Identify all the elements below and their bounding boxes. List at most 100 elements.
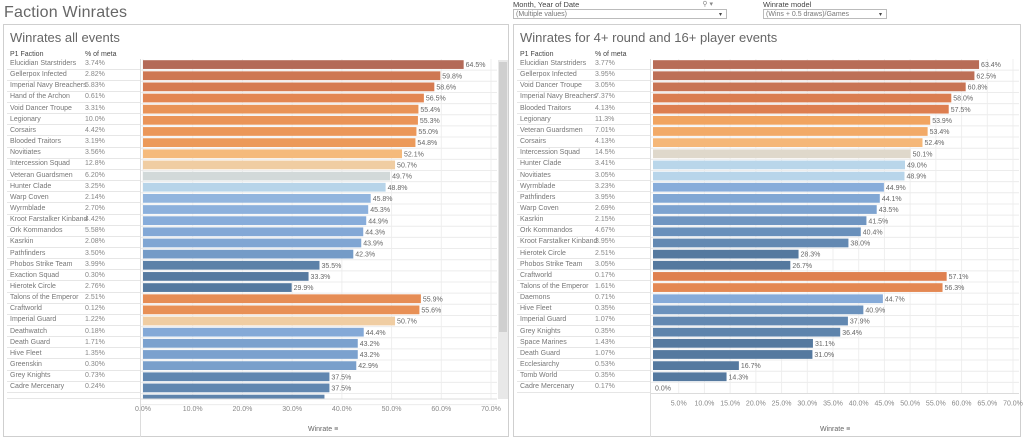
left-row-header[interactable] — [7, 394, 140, 399]
right-bar[interactable] — [653, 138, 923, 147]
right-row-header[interactable]: Intercession Squad 14.5% — [517, 148, 650, 159]
right-bar[interactable] — [653, 350, 813, 359]
right-bar[interactable] — [653, 216, 867, 226]
right-bar[interactable] — [653, 260, 791, 270]
right-row-header[interactable]: Tomb World 0.35% — [517, 371, 650, 382]
right-row-header[interactable]: Grey Knights 0.35% — [517, 327, 650, 338]
left-row-header[interactable]: Void Dancer Troupe 3.31% — [7, 104, 140, 115]
left-bar[interactable] — [143, 316, 396, 326]
right-row-header[interactable]: Imperial Navy Breachers 7.37% — [517, 92, 650, 104]
left-row-header[interactable]: Hunter Clade 3.25% — [7, 182, 140, 193]
right-bar[interactable] — [653, 171, 905, 181]
left-row-header[interactable]: Intercession Squad 12.8% — [7, 159, 140, 170]
right-row-header[interactable]: Wyrmblade 3.23% — [517, 182, 650, 193]
left-scrollbar[interactable] — [498, 60, 508, 399]
right-bar[interactable] — [653, 205, 877, 214]
right-row-header[interactable]: Void Dancer Troupe 3.05% — [517, 81, 650, 92]
left-scrollbar-thumb[interactable] — [499, 62, 507, 332]
filter-month-year-select[interactable]: (Multiple values) ▾ — [513, 9, 727, 19]
left-bar[interactable] — [143, 194, 371, 203]
left-bar[interactable] — [143, 383, 330, 393]
left-row-header[interactable]: Ork Kommandos 5.58% — [7, 226, 140, 237]
left-bar[interactable] — [143, 160, 396, 170]
left-row-header[interactable]: Grey Knights 0.73% — [7, 371, 140, 382]
left-row-header[interactable]: Hierotek Circle 2.76% — [7, 282, 140, 293]
left-row-header[interactable]: Greenskin 0.30% — [7, 360, 140, 371]
right-row-header[interactable]: Legionary 11.3% — [517, 115, 650, 126]
right-bar[interactable] — [653, 305, 864, 315]
right-bar[interactable] — [653, 316, 848, 326]
left-row-header[interactable]: Deathwatch 0.18% — [7, 327, 140, 338]
left-row-header[interactable]: Kroot Farstalker Kinband 4.42% — [7, 215, 140, 226]
right-row-header[interactable]: Warp Coven 2.69% — [517, 204, 650, 215]
left-row-header[interactable]: Hand of the Archon 0.61% — [7, 92, 140, 104]
right-bar[interactable] — [653, 227, 861, 237]
left-row-header[interactable]: Warp Coven 2.14% — [7, 193, 140, 204]
left-row-header[interactable]: Imperial Guard 1.22% — [7, 315, 140, 327]
right-row-header[interactable]: Hunter Clade 3.41% — [517, 159, 650, 170]
right-bar[interactable] — [653, 71, 975, 81]
right-row-header[interactable]: Hive Fleet 0.35% — [517, 304, 650, 315]
left-row-header[interactable]: Hive Fleet 1.35% — [7, 349, 140, 360]
left-row-header[interactable]: Elucidian Starstriders 3.74% — [7, 59, 140, 70]
left-bar[interactable] — [143, 361, 357, 370]
right-row-header[interactable]: Cadre Mercenary 0.17% — [517, 382, 650, 393]
right-bar[interactable] — [653, 294, 883, 304]
right-bar[interactable] — [653, 372, 727, 382]
left-bar[interactable] — [143, 238, 362, 248]
right-bar[interactable] — [653, 338, 813, 348]
left-row-header[interactable]: Phobos Strike Team 3.99% — [7, 260, 140, 271]
left-row-header[interactable]: Novitiates 3.56% — [7, 148, 140, 159]
left-bar[interactable] — [143, 283, 292, 292]
chevron-down-icon[interactable]: ▾ — [718, 12, 722, 18]
left-row-header[interactable]: Corsairs 4.42% — [7, 126, 140, 137]
left-bar[interactable] — [143, 227, 364, 237]
left-bar[interactable] — [143, 327, 364, 337]
left-row-header[interactable]: Veteran Guardsmen 6.20% — [7, 171, 140, 182]
left-bar[interactable] — [143, 338, 358, 348]
right-bar[interactable] — [653, 249, 799, 259]
left-bar[interactable] — [143, 394, 325, 399]
right-bar[interactable] — [653, 238, 849, 248]
right-row-header[interactable]: Corsairs 4.13% — [517, 137, 650, 148]
right-bar[interactable] — [653, 93, 952, 103]
left-bar[interactable] — [143, 60, 464, 69]
right-bar[interactable] — [653, 283, 943, 292]
left-bar[interactable] — [143, 350, 358, 359]
sort-icon[interactable]: ≡ — [334, 426, 339, 433]
left-bar[interactable] — [143, 104, 419, 114]
left-row-header[interactable]: Blooded Traitors 3.19% — [7, 137, 140, 148]
right-row-header[interactable]: Blooded Traitors 4.13% — [517, 104, 650, 115]
left-bar[interactable] — [143, 171, 391, 181]
left-row-header[interactable]: Wyrmblade 2.70% — [7, 204, 140, 215]
right-row-header[interactable]: Pathfinders 3.95% — [517, 193, 650, 204]
left-bar[interactable] — [143, 372, 330, 382]
right-bar[interactable] — [653, 272, 947, 281]
right-row-header[interactable]: Death Guard 1.07% — [517, 349, 650, 360]
chevron-down-icon[interactable]: ▾ — [878, 12, 882, 18]
left-row-header[interactable]: Exaction Squad 0.30% — [7, 271, 140, 282]
filter-winrate-model-select[interactable]: (Wins + 0.5 draws)/Games ▾ — [763, 9, 887, 19]
filter-icon[interactable]: ⚲ ▾ — [702, 1, 713, 8]
right-bar[interactable] — [653, 115, 931, 125]
left-bar[interactable] — [143, 205, 369, 214]
right-row-header[interactable]: Talons of the Emperor 1.61% — [517, 282, 650, 293]
left-row-header[interactable]: Death Guard 1.71% — [7, 338, 140, 349]
right-bar[interactable] — [653, 82, 966, 92]
right-row-header[interactable]: Kasrkin 2.15% — [517, 215, 650, 226]
left-bar[interactable] — [143, 294, 421, 304]
left-bar[interactable] — [143, 182, 386, 192]
left-row-header[interactable]: Gellerpox Infected 2.82% — [7, 70, 140, 81]
right-row-header[interactable]: Imperial Guard 1.07% — [517, 315, 650, 327]
left-bar[interactable] — [143, 93, 424, 103]
right-bar[interactable] — [653, 127, 928, 136]
left-bar[interactable] — [143, 272, 309, 281]
right-row-header[interactable]: Space Marines 1.43% — [517, 338, 650, 349]
right-row-header[interactable]: Novitiates 3.05% — [517, 171, 650, 182]
left-bar[interactable] — [143, 115, 418, 125]
right-row-header[interactable]: Kroot Farstalker Kinband 3.95% — [517, 237, 650, 248]
left-row-header[interactable]: Imperial Navy Breachers 5.83% — [7, 81, 140, 92]
right-row-header[interactable]: Elucidian Starstriders 3.77% — [517, 59, 650, 70]
right-bar[interactable] — [653, 160, 905, 170]
right-bar[interactable] — [653, 182, 884, 192]
